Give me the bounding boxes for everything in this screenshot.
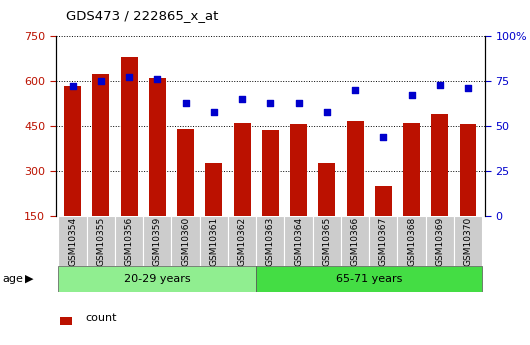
Text: 20-29 years: 20-29 years xyxy=(124,274,191,284)
Text: GSM10370: GSM10370 xyxy=(464,217,473,266)
Bar xyxy=(149,78,166,216)
Text: GSM10361: GSM10361 xyxy=(209,217,218,266)
Text: count: count xyxy=(86,313,117,323)
Bar xyxy=(347,121,364,216)
Text: GSM10364: GSM10364 xyxy=(294,217,303,266)
Bar xyxy=(375,186,392,216)
Text: GSM10354: GSM10354 xyxy=(68,217,77,266)
Point xyxy=(351,87,359,93)
Text: GSM10366: GSM10366 xyxy=(350,217,359,266)
Bar xyxy=(92,75,109,216)
Text: GSM10360: GSM10360 xyxy=(181,217,190,266)
Text: GSM10362: GSM10362 xyxy=(237,217,246,266)
Bar xyxy=(403,123,420,216)
Bar xyxy=(58,266,256,292)
Bar xyxy=(313,216,341,266)
Bar xyxy=(115,216,143,266)
Bar xyxy=(341,216,369,266)
Point xyxy=(209,109,218,114)
Point xyxy=(125,75,134,80)
Bar xyxy=(256,216,285,266)
Bar xyxy=(369,216,398,266)
Bar xyxy=(200,216,228,266)
Point xyxy=(464,86,472,91)
Bar xyxy=(64,86,81,216)
Text: GSM10356: GSM10356 xyxy=(125,217,134,266)
Point xyxy=(323,109,331,114)
Text: 65-71 years: 65-71 years xyxy=(336,274,402,284)
Text: GSM10363: GSM10363 xyxy=(266,217,275,266)
Text: age: age xyxy=(3,274,23,284)
Bar xyxy=(426,216,454,266)
Point xyxy=(153,77,162,82)
Bar xyxy=(58,216,87,266)
Text: GDS473 / 222865_x_at: GDS473 / 222865_x_at xyxy=(66,9,218,22)
Bar xyxy=(228,216,256,266)
Text: GSM10359: GSM10359 xyxy=(153,217,162,266)
Point xyxy=(436,82,444,87)
Bar xyxy=(121,57,138,216)
Text: GSM10369: GSM10369 xyxy=(435,217,444,266)
Bar xyxy=(262,130,279,216)
Bar xyxy=(285,216,313,266)
Bar xyxy=(177,129,194,216)
Point xyxy=(379,134,387,139)
Text: ▶: ▶ xyxy=(25,274,34,284)
Bar xyxy=(143,216,171,266)
Bar xyxy=(256,266,482,292)
Bar xyxy=(171,216,200,266)
Bar xyxy=(398,216,426,266)
Point xyxy=(238,96,246,102)
Point xyxy=(294,100,303,105)
Point xyxy=(96,78,105,84)
Point xyxy=(266,100,275,105)
Text: GSM10367: GSM10367 xyxy=(379,217,388,266)
Bar xyxy=(431,114,448,216)
Bar xyxy=(205,163,222,216)
Point xyxy=(68,84,77,89)
Bar xyxy=(319,163,335,216)
Point xyxy=(181,100,190,105)
Bar xyxy=(60,317,72,325)
Bar xyxy=(460,125,476,216)
Text: GSM10365: GSM10365 xyxy=(322,217,331,266)
Point xyxy=(407,93,416,98)
Text: GSM10355: GSM10355 xyxy=(96,217,105,266)
Bar xyxy=(87,216,115,266)
Bar xyxy=(234,123,251,216)
Bar xyxy=(454,216,482,266)
Text: GSM10368: GSM10368 xyxy=(407,217,416,266)
Bar xyxy=(290,125,307,216)
